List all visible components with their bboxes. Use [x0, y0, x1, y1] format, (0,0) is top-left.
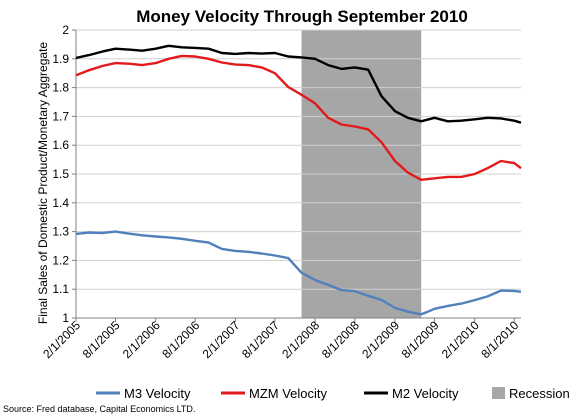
- m3-velocity-line: [75, 230, 522, 316]
- y-tick-label: 2: [62, 23, 69, 37]
- legend-label-m2-velocity: M2 Velocity: [392, 386, 459, 401]
- y-tick-label: 1.7: [52, 109, 69, 123]
- legend-swatch-recession: [492, 387, 505, 399]
- y-tick-label: 1.3: [52, 225, 69, 239]
- mzm-velocity-line: [75, 54, 522, 182]
- m2-velocity-line: [75, 44, 522, 124]
- legend-label-mzm-velocity: MZM Velocity: [249, 386, 328, 401]
- x-tick-label: 8/1/2007: [239, 318, 282, 361]
- chart-title: Money Velocity Through September 2010: [136, 7, 468, 26]
- x-tick-label: 2/1/2006: [120, 318, 163, 361]
- y-tick-label: 1.9: [52, 52, 69, 66]
- x-tick-label: 8/1/2006: [159, 318, 202, 361]
- x-tick-label: 8/1/2005: [80, 318, 123, 361]
- y-axis-label: Final Sales of Domestic Product/Monetary…: [36, 42, 50, 324]
- x-tick-label: 8/1/2009: [399, 318, 442, 361]
- y-tick-label: 1.2: [52, 253, 69, 267]
- legend-label-recession: Recession: [509, 386, 570, 401]
- axis-layer: 11.11.21.31.41.51.61.71.81.922/1/20058/1…: [40, 23, 521, 361]
- legend-label-m3-velocity: M3 Velocity: [124, 386, 191, 401]
- y-tick-label: 1.8: [52, 81, 69, 95]
- grid-layer: [76, 29, 521, 290]
- y-tick-label: 1.1: [52, 282, 69, 296]
- y-tick-label: 1.4: [52, 196, 69, 210]
- series-layer: [75, 44, 522, 316]
- x-tick-label: 8/1/2008: [319, 318, 362, 361]
- y-tick-label: 1.5: [52, 167, 69, 181]
- x-tick-label: 8/1/2010: [478, 318, 521, 361]
- x-tick-label: 2/1/2007: [200, 318, 243, 361]
- legend: M3 Velocity MZM Velocity M2 Velocity Recess…: [96, 386, 570, 401]
- y-tick-label: 1: [62, 311, 69, 325]
- source-note: Source: Fred database, Capital Economics…: [3, 404, 195, 414]
- y-tick-label: 1.6: [52, 138, 69, 152]
- x-tick-label: 2/1/2008: [279, 318, 322, 361]
- x-tick-label: 2/1/2010: [439, 318, 482, 361]
- x-tick-label: 2/1/2009: [359, 318, 402, 361]
